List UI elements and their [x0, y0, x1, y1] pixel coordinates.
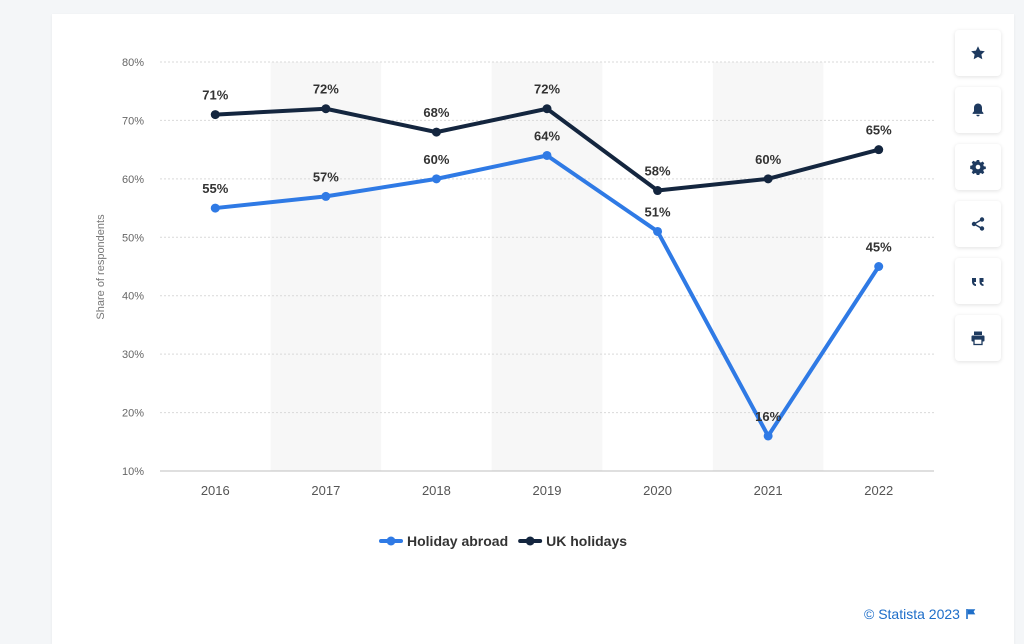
y-tick-label: 20%: [122, 408, 144, 420]
data-label: 64%: [534, 128, 560, 143]
favorite-button[interactable]: [955, 30, 1001, 76]
y-tick-label: 60%: [122, 174, 144, 186]
data-label: 65%: [866, 123, 892, 138]
data-label: 45%: [866, 240, 892, 255]
data-label: 60%: [755, 152, 781, 167]
data-point: [431, 174, 441, 184]
data-label: 58%: [645, 164, 671, 179]
bell-icon: [972, 103, 984, 117]
data-label: 68%: [423, 105, 449, 120]
settings-button[interactable]: [955, 144, 1001, 190]
category-band: [712, 62, 824, 471]
legend-label: Holiday abroad: [407, 533, 508, 549]
data-point: [874, 145, 884, 155]
y-tick-label: 80%: [122, 57, 144, 69]
data-point: [763, 174, 773, 184]
data-label: 60%: [423, 152, 449, 167]
notification-button[interactable]: [955, 87, 1001, 133]
data-label: 51%: [645, 204, 671, 219]
x-tick-label: 2016: [201, 483, 230, 498]
data-point: [653, 226, 663, 236]
share-button[interactable]: [955, 201, 1001, 247]
data-label: 72%: [534, 82, 560, 97]
data-point: [210, 203, 220, 213]
legend-marker: [525, 536, 535, 546]
quote-icon: [972, 278, 984, 286]
print-button[interactable]: [955, 315, 1001, 361]
data-label: 71%: [202, 88, 228, 103]
category-band: [491, 62, 603, 471]
data-label: 57%: [313, 169, 339, 184]
y-tick-label: 70%: [122, 115, 144, 127]
data-point: [542, 104, 552, 114]
y-tick-label: 10%: [122, 466, 144, 478]
x-tick-label: 2022: [864, 483, 893, 498]
legend-label: UK holidays: [546, 533, 627, 549]
x-tick-label: 2017: [311, 483, 340, 498]
x-tick-label: 2021: [754, 483, 783, 498]
print-icon: [971, 331, 985, 346]
data-label: 16%: [755, 409, 781, 424]
star-icon: [971, 46, 985, 60]
data-point: [874, 262, 884, 271]
x-tick-label: 2019: [533, 483, 562, 498]
credit-text[interactable]: © Statista 2023: [864, 606, 960, 622]
y-axis-title: Share of respondents: [95, 214, 107, 320]
x-tick-label: 2018: [422, 483, 451, 498]
category-band: [270, 62, 382, 471]
cite-button[interactable]: [955, 258, 1001, 304]
y-tick-label: 40%: [122, 291, 144, 303]
data-point: [653, 186, 663, 196]
data-label: 55%: [202, 181, 228, 196]
y-tick-label: 30%: [122, 349, 144, 361]
line-chart: 10% 20% 30% 40% 50% 60% 70% 80% 2016 2017 2018 2019…: [95, 57, 934, 549]
data-point: [321, 104, 331, 114]
statista-credit[interactable]: © Statista 2023: [864, 606, 977, 622]
legend-marker: [386, 536, 396, 546]
data-point: [431, 127, 441, 137]
data-point: [321, 191, 331, 201]
x-tick-label: 2020: [643, 483, 672, 498]
data-point: [542, 150, 552, 160]
y-tick-label: 50%: [122, 232, 144, 244]
gear-icon: [970, 160, 986, 175]
data-label: 72%: [313, 82, 339, 97]
chart-toolbar: [955, 30, 1001, 372]
data-point: [210, 110, 220, 120]
flag-icon[interactable]: [966, 608, 977, 620]
share-icon: [971, 217, 985, 231]
data-point: [763, 431, 773, 441]
